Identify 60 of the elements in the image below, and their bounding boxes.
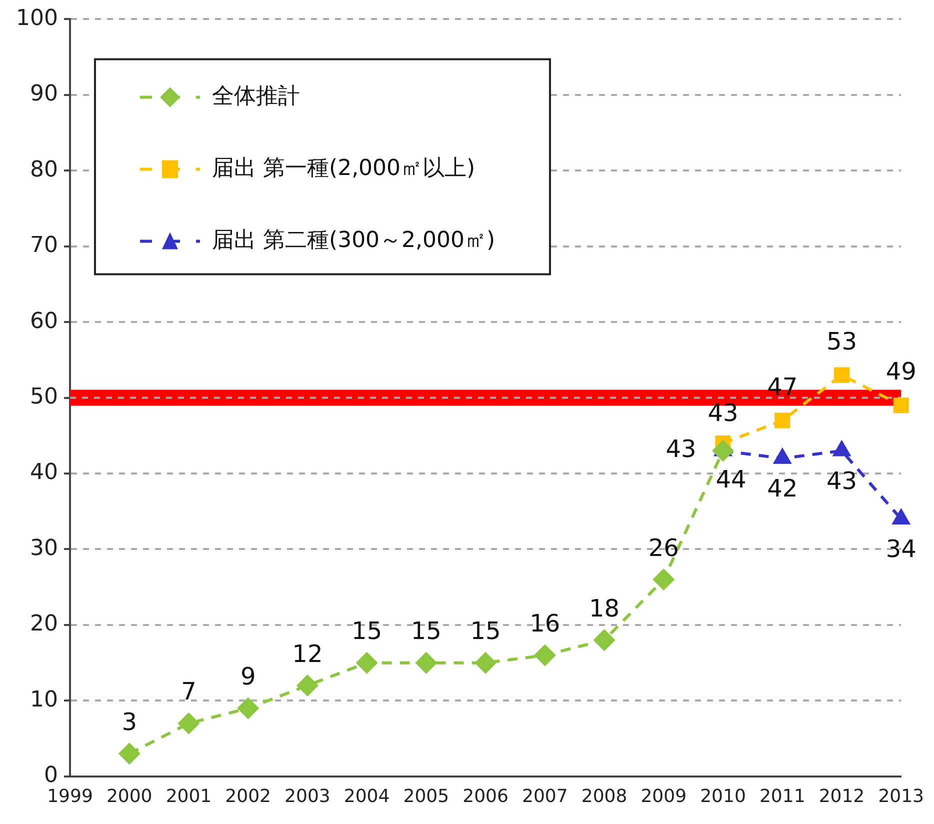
data-label: 18: [589, 594, 620, 622]
point: [593, 629, 616, 652]
point: [534, 644, 556, 666]
y-tick-label: 80: [30, 157, 58, 182]
point: [415, 652, 438, 674]
legend-label: 届出 第二種(300～2,000㎡): [212, 228, 496, 253]
point: [652, 568, 675, 591]
data-label: 43: [708, 399, 738, 428]
data-label: 43: [666, 435, 696, 464]
data-label: 15: [410, 617, 442, 646]
y-tick-label: 10: [30, 687, 58, 712]
data-label: 7: [181, 678, 196, 706]
x-tick-label: 2002: [225, 786, 271, 807]
y-tick-label: 100: [16, 6, 58, 31]
point: [118, 742, 140, 765]
data-label: 12: [292, 640, 323, 668]
y-tick-label: 30: [30, 536, 58, 561]
data-label: 49: [886, 358, 916, 386]
y-tick-label: 20: [30, 612, 58, 637]
point: [356, 652, 378, 674]
x-tick-label: 2000: [106, 786, 152, 807]
data-label: 9: [240, 662, 256, 690]
x-tick-label: 2004: [344, 786, 390, 807]
x-tick-label: 2001: [166, 786, 212, 807]
point: [296, 674, 318, 697]
data-label: 34: [886, 535, 916, 564]
x-tick-label: 2003: [284, 786, 330, 807]
x-tick-label: 2011: [759, 786, 806, 807]
point: [474, 652, 497, 674]
y-tick-label: 0: [44, 763, 58, 788]
data-label: 16: [530, 609, 560, 638]
point: [893, 398, 909, 414]
point: [178, 712, 200, 734]
legend-label: 届出 第一種(2,000㎡以上): [212, 156, 476, 181]
data-label: 3: [122, 708, 137, 736]
data-label: 26: [648, 534, 679, 562]
x-tick-label: 2013: [878, 786, 924, 807]
x-tick-label: 2005: [403, 786, 450, 807]
y-tick-label: 60: [30, 308, 58, 334]
x-tick-label: 1999: [47, 786, 93, 807]
point: [834, 367, 850, 383]
point: [237, 697, 260, 720]
data-label: 44: [716, 465, 746, 494]
data-label: 53: [826, 327, 858, 356]
y-tick-label: 70: [30, 233, 58, 258]
y-tick-label: 40: [30, 460, 58, 486]
x-tick-label: 2008: [581, 786, 628, 807]
data-label: 15: [352, 617, 382, 646]
data-label: 15: [470, 617, 501, 646]
x-tick-label: 2010: [700, 786, 746, 807]
y-tick-label: 50: [30, 384, 58, 410]
data-label: 42: [767, 474, 798, 503]
data-label: 43: [826, 467, 858, 496]
legend-label: 全体推計: [212, 84, 300, 109]
x-tick-label: 2007: [522, 786, 568, 807]
point: [774, 412, 790, 428]
x-tick-label: 2012: [818, 786, 865, 807]
x-tick-label: 2006: [462, 786, 508, 807]
x-tick-label: 2009: [640, 786, 687, 807]
y-tick-label: 90: [30, 82, 58, 107]
